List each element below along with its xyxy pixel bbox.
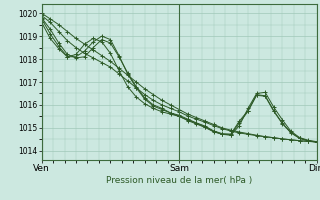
X-axis label: Pression niveau de la mer( hPa ): Pression niveau de la mer( hPa ) bbox=[106, 176, 252, 185]
